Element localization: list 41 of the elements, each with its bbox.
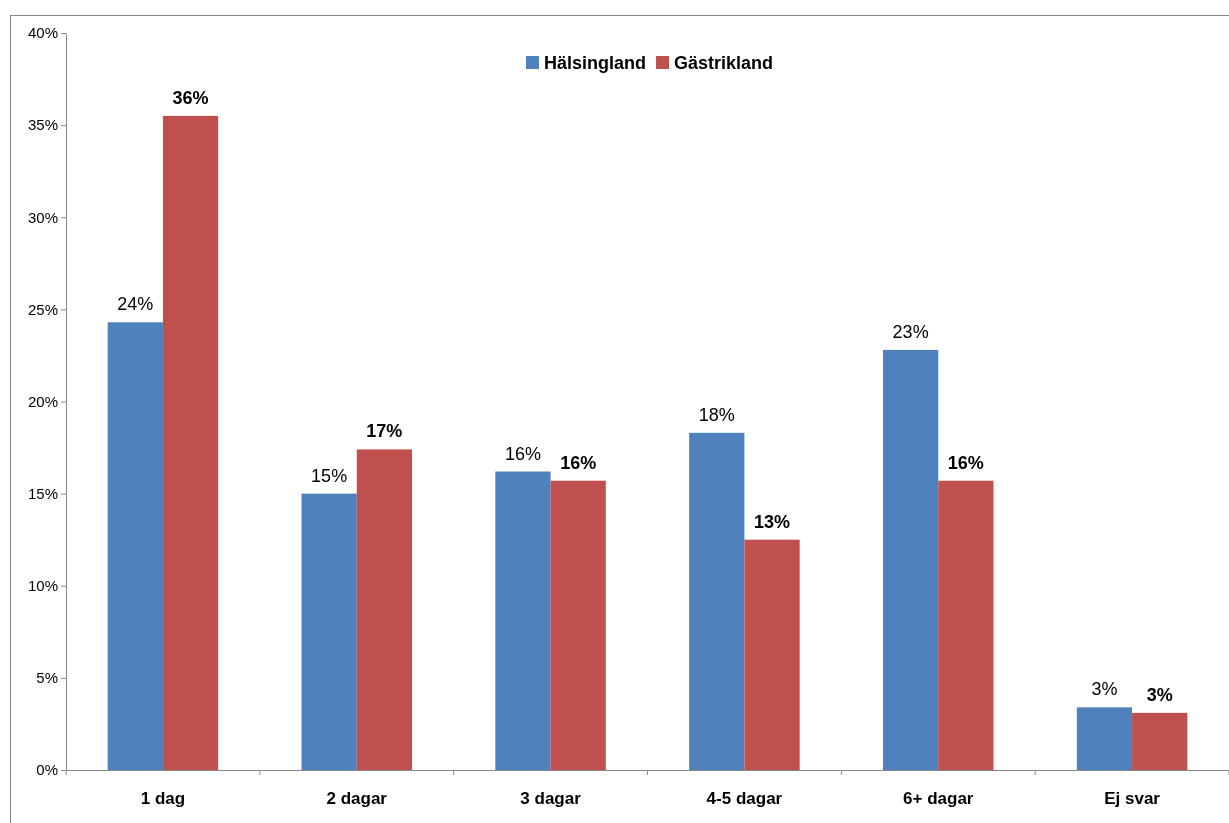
y-tick-label: 20% xyxy=(27,392,58,410)
data-label: 18% xyxy=(698,404,735,425)
bar xyxy=(689,432,745,770)
bar xyxy=(107,322,163,770)
bar xyxy=(883,349,939,770)
y-tick-label: 5% xyxy=(36,669,58,687)
bar xyxy=(495,471,551,770)
data-label: 24% xyxy=(117,294,154,315)
bar xyxy=(162,115,219,770)
x-tick-label: Ej svar xyxy=(1104,789,1161,809)
data-label: 16% xyxy=(947,452,984,473)
data-label: 15% xyxy=(311,465,348,486)
legend-label: Gästrikland xyxy=(674,53,774,73)
y-tick-label: 0% xyxy=(36,761,58,779)
bar xyxy=(301,493,357,770)
y-tick-label: 30% xyxy=(27,208,58,226)
x-tick-label: 1 dag xyxy=(140,789,186,809)
data-label: 13% xyxy=(754,511,791,532)
bar xyxy=(550,480,606,770)
y-tick-label: 10% xyxy=(27,577,58,595)
bar xyxy=(356,449,412,770)
legend-label: Hälsingland xyxy=(544,53,647,73)
y-tick-label: 35% xyxy=(27,116,58,134)
x-tick-label: 4-5 dagar xyxy=(706,789,783,809)
x-tick-label: 2 dagar xyxy=(326,789,388,809)
x-tick-label: 6+ dagar xyxy=(903,789,974,809)
y-tick-label: 15% xyxy=(27,484,58,502)
data-label: 16% xyxy=(504,443,541,464)
data-label: 16% xyxy=(560,452,597,473)
data-label: 3% xyxy=(1146,684,1173,705)
bar xyxy=(1132,712,1188,770)
data-label: 23% xyxy=(892,321,929,342)
y-tick-label: 25% xyxy=(27,300,58,318)
data-label: 17% xyxy=(366,421,403,442)
bar xyxy=(744,539,800,770)
bar xyxy=(1076,707,1133,770)
x-tick-label: 3 dagar xyxy=(520,789,582,809)
bar xyxy=(938,480,994,770)
y-tick-label: 40% xyxy=(27,24,58,42)
data-label: 36% xyxy=(172,87,209,108)
data-label: 3% xyxy=(1091,679,1118,700)
